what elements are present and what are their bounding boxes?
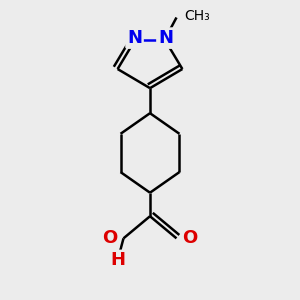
Text: N: N — [127, 29, 142, 47]
Text: H: H — [110, 251, 125, 269]
Text: CH₃: CH₃ — [184, 9, 210, 23]
Text: O: O — [182, 229, 198, 247]
Text: N: N — [158, 29, 173, 47]
Text: O: O — [102, 229, 118, 247]
